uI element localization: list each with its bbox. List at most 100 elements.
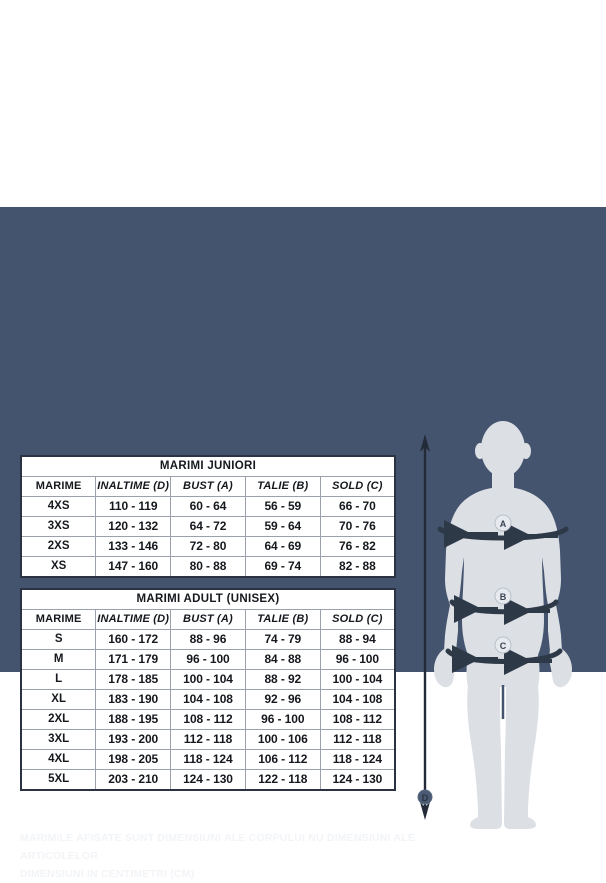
figure-ear-left xyxy=(475,443,485,459)
cell-waist: 59 - 64 xyxy=(244,516,321,537)
cell-size: 5XL xyxy=(20,769,97,791)
table-row: 3XS 120 - 132 64 - 72 59 - 64 70 - 76 xyxy=(20,516,396,537)
cell-waist: 69 - 74 xyxy=(244,556,321,578)
cell-height: 147 - 160 xyxy=(95,556,172,578)
cell-hips: 118 - 124 xyxy=(319,749,396,770)
cell-hips: 104 - 108 xyxy=(319,689,396,710)
cell-waist: 92 - 96 xyxy=(244,689,321,710)
column-header-hips: SOLD (C) xyxy=(319,476,396,497)
juniors-size-table: MARIMI JUNIORI MARIME INALTIME (D) BUST … xyxy=(20,455,396,578)
size-chart-panel: MARIMI JUNIORI MARIME INALTIME (D) BUST … xyxy=(0,207,606,880)
band-waist: B xyxy=(449,587,559,625)
footer-note-line2: DIMENSIUNI IN CENTIMETRI (CM) xyxy=(20,868,195,880)
cell-bust: 108 - 112 xyxy=(170,709,246,730)
cell-height: 120 - 132 xyxy=(95,516,172,537)
height-measurement-arrow: D xyxy=(417,434,433,820)
cell-size: 2XS xyxy=(20,536,97,557)
cell-hips: 124 - 130 xyxy=(319,769,396,791)
cell-bust: 104 - 108 xyxy=(170,689,246,710)
table-title-row: MARIMI ADULT (UNISEX) xyxy=(21,589,395,610)
table-header-row: MARIME INALTIME (D) BUST (A) TALIE (B) S… xyxy=(20,476,396,497)
table-row: 4XL 198 - 205 118 - 124 106 - 112 118 - … xyxy=(20,749,396,770)
cell-height: 171 - 179 xyxy=(95,649,172,670)
cell-bust: 124 - 130 xyxy=(170,769,246,791)
table-row: 4XS 110 - 119 60 - 64 56 - 59 66 - 70 xyxy=(20,496,396,517)
band-waist-badge-circle xyxy=(494,587,512,605)
band-hips-badge-circle xyxy=(494,636,512,654)
cell-hips: 100 - 104 xyxy=(319,669,396,690)
cell-waist: 106 - 112 xyxy=(244,749,321,770)
column-header-hips: SOLD (C) xyxy=(319,609,396,630)
height-badge-label: D xyxy=(422,793,429,803)
cell-hips: 108 - 112 xyxy=(319,709,396,730)
table-row: 5XL 203 - 210 124 - 130 122 - 118 124 - … xyxy=(20,769,396,791)
cell-size: 2XL xyxy=(20,709,97,730)
cell-height: 183 - 190 xyxy=(95,689,172,710)
cell-hips: 76 - 82 xyxy=(319,536,396,557)
cell-height: 178 - 185 xyxy=(95,669,172,690)
column-header-bust: BUST (A) xyxy=(170,476,246,497)
figure-hand-left xyxy=(434,649,457,688)
band-bust: A xyxy=(437,514,569,550)
cell-waist: 122 - 118 xyxy=(244,769,321,791)
column-header-size: MARIME xyxy=(20,476,97,497)
height-badge-d: D xyxy=(417,789,433,805)
column-header-waist: TALIE (B) xyxy=(244,609,321,630)
cell-waist: 88 - 92 xyxy=(244,669,321,690)
cell-size: 3XS xyxy=(20,516,97,537)
table-title-row: MARIMI JUNIORI xyxy=(21,456,395,477)
figure-ear-right xyxy=(521,443,531,459)
cell-size: XS xyxy=(20,556,97,578)
band-bust-badge-circle xyxy=(494,514,512,532)
cell-height: 110 - 119 xyxy=(95,496,172,517)
cell-hips: 96 - 100 xyxy=(319,649,396,670)
table-row: S 160 - 172 88 - 96 74 - 79 88 - 94 xyxy=(20,629,396,650)
cell-hips: 70 - 76 xyxy=(319,516,396,537)
cell-hips: 112 - 118 xyxy=(319,729,396,750)
cell-size: L xyxy=(20,669,97,690)
figure-hand-right xyxy=(549,649,572,688)
cell-size: 3XL xyxy=(20,729,97,750)
column-header-bust: BUST (A) xyxy=(170,609,246,630)
cell-bust: 64 - 72 xyxy=(170,516,246,537)
column-header-waist: TALIE (B) xyxy=(244,476,321,497)
cell-bust: 88 - 96 xyxy=(170,629,246,650)
cell-bust: 96 - 100 xyxy=(170,649,246,670)
height-badge-circle xyxy=(417,789,433,805)
cell-height: 193 - 200 xyxy=(95,729,172,750)
cell-size: 4XS xyxy=(20,496,97,517)
adult-size-table: MARIMI ADULT (UNISEX) MARIME INALTIME (D… xyxy=(20,588,396,791)
cell-height: 160 - 172 xyxy=(95,629,172,650)
cell-waist: 100 - 106 xyxy=(244,729,321,750)
table-row: 2XS 133 - 146 72 - 80 64 - 69 76 - 82 xyxy=(20,536,396,557)
height-arrow-head-bottom xyxy=(420,802,430,820)
cell-bust: 118 - 124 xyxy=(170,749,246,770)
cell-height: 203 - 210 xyxy=(95,769,172,791)
cell-waist: 56 - 59 xyxy=(244,496,321,517)
table-row: L 178 - 185 100 - 104 88 - 92 100 - 104 xyxy=(20,669,396,690)
figure-leg-left xyxy=(467,685,502,829)
measurement-bands: A B C xyxy=(437,514,569,675)
figure-leg-right xyxy=(504,685,539,829)
column-header-size: MARIME xyxy=(20,609,97,630)
figure-head xyxy=(481,421,525,477)
cell-bust: 80 - 88 xyxy=(170,556,246,578)
cell-size: S xyxy=(20,629,97,650)
band-hips-badge-label: C xyxy=(500,641,507,651)
column-header-height: INALTIME (D) xyxy=(95,476,172,497)
cell-bust: 72 - 80 xyxy=(170,536,246,557)
cell-hips: 82 - 88 xyxy=(319,556,396,578)
juniors-table-title: MARIMI JUNIORI xyxy=(21,456,395,477)
table-row: M 171 - 179 96 - 100 84 - 88 96 - 100 xyxy=(20,649,396,670)
band-waist-badge-label: B xyxy=(500,592,507,602)
cell-bust: 100 - 104 xyxy=(170,669,246,690)
cell-waist: 74 - 79 xyxy=(244,629,321,650)
table-row: XL 183 - 190 104 - 108 92 - 96 104 - 108 xyxy=(20,689,396,710)
cell-size: M xyxy=(20,649,97,670)
height-arrow-head-top xyxy=(420,434,430,452)
band-hips: C xyxy=(445,636,563,675)
cell-hips: 66 - 70 xyxy=(319,496,396,517)
cell-waist: 96 - 100 xyxy=(244,709,321,730)
cell-bust: 60 - 64 xyxy=(170,496,246,517)
cell-height: 133 - 146 xyxy=(95,536,172,557)
